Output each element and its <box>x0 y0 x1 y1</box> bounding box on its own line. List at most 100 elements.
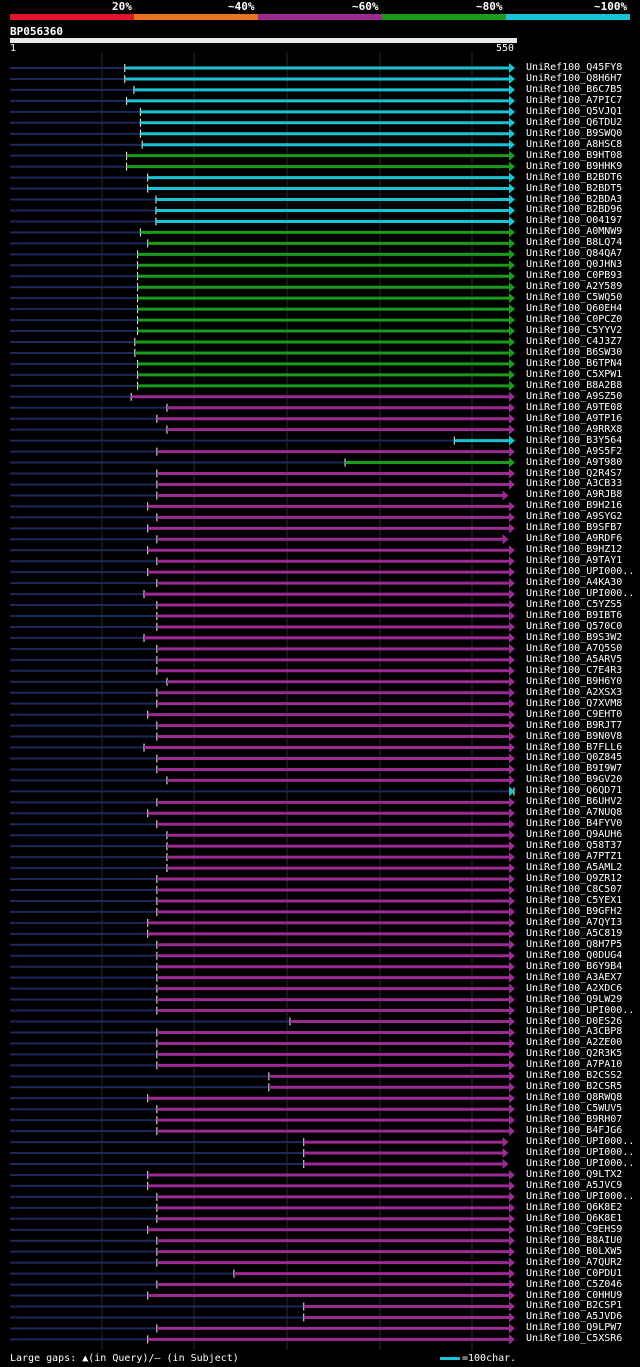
hit-label[interactable]: UniRef100_Q2R4S7 <box>526 467 623 479</box>
hit-label[interactable]: UniRef100_O04197 <box>526 215 623 227</box>
hit-label[interactable]: UniRef100_Q0Z845 <box>526 752 623 764</box>
hit-label[interactable]: UniRef100_A2Y589 <box>526 281 623 293</box>
hit-label[interactable]: UniRef100_A9S5F2 <box>526 445 623 457</box>
hit-label[interactable]: UniRef100_B9GFH2 <box>526 905 623 917</box>
hit-label[interactable]: UniRef100_Q6K8E2 <box>526 1201 623 1213</box>
hit-label[interactable]: UniRef100_A9TE08 <box>526 401 623 413</box>
hit-label[interactable]: UniRef100_C5XSR6 <box>526 1333 623 1345</box>
hit-label[interactable]: UniRef100_Q58T37 <box>526 840 623 852</box>
hit-label[interactable]: UniRef100_B9H6Y0 <box>526 675 623 687</box>
hit-label[interactable]: UniRef100_C0PB93 <box>526 270 623 282</box>
hit-label[interactable]: UniRef100_A7QYI3 <box>526 916 623 928</box>
hit-label[interactable]: UniRef100_A7QUR2 <box>526 1256 623 1268</box>
hit-label[interactable]: UniRef100_B4FYV0 <box>526 818 623 830</box>
hit-label[interactable]: UniRef100_A2ZE00 <box>526 1037 623 1049</box>
hit-label[interactable]: UniRef100_A9TP16 <box>526 412 623 424</box>
hit-label[interactable]: UniRef100_A3CB33 <box>526 478 623 490</box>
hit-label[interactable]: UniRef100_A9RRX8 <box>526 423 623 435</box>
hit-label[interactable]: UniRef100_Q2R3K5 <box>526 1048 623 1060</box>
hit-label[interactable]: UniRef100_B2BD96 <box>526 204 623 216</box>
hit-label[interactable]: UniRef100_B0LXW5 <box>526 1245 623 1257</box>
hit-label[interactable]: UniRef100_D0ES26 <box>526 1015 623 1027</box>
hit-label[interactable]: UniRef100_Q5VJQ1 <box>526 105 623 117</box>
hit-label[interactable]: UniRef100_B3Y564 <box>526 434 623 446</box>
hit-label[interactable]: UniRef100_B9RJT7 <box>526 719 623 731</box>
hit-label[interactable]: UniRef100_A7PTZ1 <box>526 851 623 863</box>
hit-label[interactable]: UniRef100_Q9LW29 <box>526 993 623 1005</box>
hit-label[interactable]: UniRef100_Q8H6H7 <box>526 72 623 84</box>
hit-label[interactable]: UniRef100_C5YZS5 <box>526 599 623 611</box>
hit-label[interactable]: UniRef100_Q45FY8 <box>526 62 623 73</box>
hit-label[interactable]: UniRef100_A9RDF6 <box>526 533 623 545</box>
hit-label[interactable]: UniRef100_B9SWQ0 <box>526 127 623 139</box>
hit-label[interactable]: UniRef100_Q6TDU2 <box>526 116 623 128</box>
hit-label[interactable]: UniRef100_C5Z046 <box>526 1278 623 1290</box>
hit-label[interactable]: UniRef100_B2BDT6 <box>526 171 623 183</box>
hit-label[interactable]: UniRef100_A5JVD6 <box>526 1311 623 1323</box>
hit-label[interactable]: UniRef100_A7NUQ8 <box>526 807 623 819</box>
hit-label[interactable]: UniRef100_C0HHU9 <box>526 1289 623 1301</box>
hit-label[interactable]: UniRef100_Q9AUH6 <box>526 829 623 841</box>
hit-label[interactable]: UniRef100_B9RH07 <box>526 1114 623 1126</box>
hit-label[interactable]: UniRef100_A3AEX7 <box>526 971 623 983</box>
hit-label[interactable]: UniRef100_B9IBT6 <box>526 610 623 621</box>
hit-label[interactable]: UniRef100_C9EHT0 <box>526 708 623 720</box>
hit-label[interactable]: UniRef100_B2CSR5 <box>526 1081 623 1093</box>
hit-label[interactable]: UniRef100_C5WUV5 <box>526 1103 623 1115</box>
hit-label[interactable]: UniRef100_UPI000.. <box>526 1158 635 1169</box>
hit-label[interactable]: UniRef100_A0MNW9 <box>526 226 623 238</box>
hit-label[interactable]: UniRef100_C5WQ50 <box>526 292 623 304</box>
hit-label[interactable]: UniRef100_B9H216 <box>526 500 623 512</box>
hit-label[interactable]: UniRef100_A9T980 <box>526 456 623 468</box>
hit-label[interactable]: UniRef100_A7PIC7 <box>526 94 623 106</box>
hit-label[interactable]: UniRef100_C7E4R3 <box>526 664 623 676</box>
hit-label[interactable]: UniRef100_C5YEX1 <box>526 894 623 906</box>
hit-label[interactable]: UniRef100_Q9LTX2 <box>526 1168 623 1180</box>
hit-label[interactable]: UniRef100_C0PCZ0 <box>526 314 623 326</box>
hit-label[interactable]: UniRef100_Q9ZR12 <box>526 873 623 885</box>
hit-label[interactable]: UniRef100_A7PA10 <box>526 1059 623 1071</box>
hit-label[interactable]: UniRef100_C5YYV2 <box>526 325 623 337</box>
hit-label[interactable]: UniRef100_B6C7B5 <box>526 83 623 95</box>
hit-label[interactable]: UniRef100_Q0JHN3 <box>526 259 623 271</box>
hit-label[interactable]: UniRef100_C5XPW1 <box>526 368 623 380</box>
hit-label[interactable]: UniRef100_B6Y9B4 <box>526 960 623 972</box>
hit-label[interactable]: UniRef100_UPI000.. <box>526 566 635 578</box>
hit-label[interactable]: UniRef100_Q60EH4 <box>526 303 623 315</box>
hit-label[interactable]: UniRef100_A9SYG2 <box>526 511 623 523</box>
hit-label[interactable]: UniRef100_A5AML2 <box>526 862 623 874</box>
hit-label[interactable]: UniRef100_UPI000.. <box>526 1004 635 1016</box>
hit-label[interactable]: UniRef100_A3CBP8 <box>526 1026 623 1038</box>
hit-label[interactable]: UniRef100_Q570C0 <box>526 620 623 632</box>
hit-label[interactable]: UniRef100_C8C507 <box>526 884 623 895</box>
hit-label[interactable]: UniRef100_B2CSS2 <box>526 1070 623 1082</box>
hit-label[interactable]: UniRef100_B9I9W7 <box>526 763 623 775</box>
hit-label[interactable]: UniRef100_B6UHV2 <box>526 796 623 808</box>
hit-label[interactable]: UniRef100_B9N0V8 <box>526 730 623 742</box>
hit-label[interactable]: UniRef100_C9EHS9 <box>526 1223 623 1235</box>
hit-label[interactable]: UniRef100_Q9LPW7 <box>526 1322 623 1334</box>
hit-label[interactable]: UniRef100_B2BDA3 <box>526 193 623 205</box>
hit-label[interactable]: UniRef100_Q84QA7 <box>526 248 623 260</box>
hit-label[interactable]: UniRef100_UPI000.. <box>526 588 635 600</box>
hit-label[interactable]: UniRef100_Q8RWQ8 <box>526 1092 623 1104</box>
hit-label[interactable]: UniRef100_UPI000.. <box>526 1190 635 1202</box>
hit-label[interactable]: UniRef100_B9HT08 <box>526 149 623 161</box>
hit-label[interactable]: UniRef100_B2BDT5 <box>526 182 623 194</box>
hit-label[interactable]: UniRef100_B8AIU0 <box>526 1234 623 1246</box>
hit-label[interactable]: UniRef100_B9HHK9 <box>526 160 623 172</box>
hit-label[interactable]: UniRef100_A4KA30 <box>526 577 623 589</box>
hit-label[interactable]: UniRef100_B6SW30 <box>526 346 623 358</box>
hit-label[interactable]: UniRef100_Q0DUG4 <box>526 949 623 961</box>
hit-label[interactable]: UniRef100_A5ARV5 <box>526 653 623 665</box>
hit-label[interactable]: UniRef100_UPI000.. <box>526 1147 635 1159</box>
hit-label[interactable]: UniRef100_A9SZ50 <box>526 390 623 402</box>
hit-label[interactable]: UniRef100_UPI000.. <box>526 1136 635 1148</box>
hit-label[interactable]: UniRef100_Q7XVM8 <box>526 697 623 709</box>
hit-label[interactable]: UniRef100_B9HZ12 <box>526 544 623 556</box>
hit-label[interactable]: UniRef100_A5C819 <box>526 927 623 939</box>
hit-label[interactable]: UniRef100_C0PDU1 <box>526 1267 623 1279</box>
hit-label[interactable]: UniRef100_B8A2B8 <box>526 379 623 391</box>
hit-label[interactable]: UniRef100_B9S3W2 <box>526 631 623 643</box>
hit-label[interactable]: UniRef100_A9RJB8 <box>526 489 623 501</box>
